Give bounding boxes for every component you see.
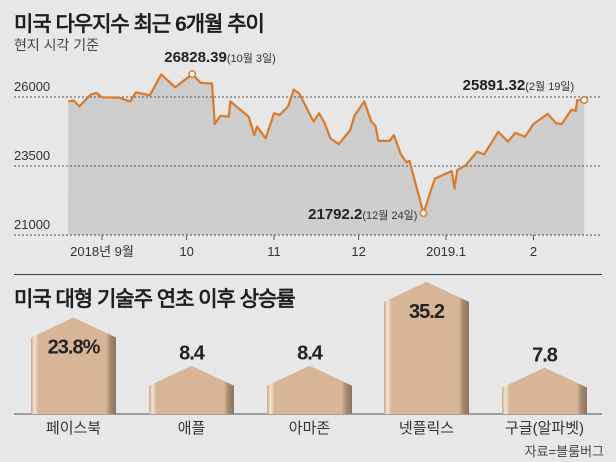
section-divider	[14, 274, 602, 275]
annotation-value: 25891.32	[463, 77, 526, 94]
annotation-label: 26828.39(10월 3일)	[164, 49, 276, 66]
bar-category-label: 넷플릭스	[399, 420, 454, 437]
bar-2	[267, 365, 352, 414]
annotation-value: 21792.2	[308, 206, 362, 223]
x-tick-label: 2018년 9월	[70, 244, 134, 259]
bar-chart-title: 미국 대형 기술주 연초 이후 상승률	[14, 288, 296, 311]
bar-value-label: 35.2	[409, 301, 445, 323]
annotation-label: 25891.32(2월 19일)	[463, 77, 575, 94]
bar-value-label: 8.4	[297, 343, 324, 365]
bar-value-label: 7.8	[532, 345, 558, 367]
bar-value-label: 8.4	[179, 343, 206, 365]
bar-1	[149, 365, 234, 414]
annotation-marker	[419, 209, 428, 218]
bar-category-label: 아마존	[289, 420, 331, 437]
annotation-marker	[580, 96, 589, 104]
annotation-date: (2월 19일)	[525, 79, 574, 93]
line-area-fill	[68, 74, 585, 235]
source-note: 자료=블룸버그	[524, 444, 604, 459]
bar-value-label: 23.8%	[48, 337, 101, 359]
x-tick-label: 2019.1	[426, 244, 466, 259]
x-tick-label: 2	[530, 244, 537, 259]
line-chart-subtitle: 현지 시각 기준	[14, 37, 100, 53]
bar-0	[31, 317, 116, 414]
bar-4	[502, 367, 587, 414]
bar-category-label: 구글(알파벳)	[505, 420, 584, 437]
x-tick-label: 12	[351, 244, 365, 259]
y-tick-label: 23500	[14, 148, 50, 163]
y-tick-label: 21000	[14, 217, 50, 232]
annotation-date: (12월 24일)	[362, 208, 417, 222]
x-tick-label: 10	[179, 244, 193, 259]
annotation-date: (10월 3일)	[227, 51, 276, 65]
bar-category-label: 애플	[178, 420, 206, 437]
annotation-marker	[188, 70, 197, 79]
x-tick-label: 11	[267, 244, 281, 259]
dow-series-line	[68, 72, 585, 215]
line-chart-title: 미국 다우지수 최근 6개월 추이	[14, 13, 265, 36]
dow-line-chart: 26000 23500 21000 2018년 9월 10 11 12 2019.1 2 2682…	[14, 49, 602, 259]
annotation-value: 26828.39	[164, 49, 227, 66]
bar-category-label: 페이스북	[46, 420, 101, 437]
annotation-label: 21792.2(12월 24일)	[308, 206, 417, 223]
y-tick-label: 26000	[14, 79, 50, 94]
bar-3	[384, 281, 469, 414]
